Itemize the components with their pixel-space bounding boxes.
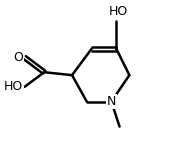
Text: N: N [107, 95, 116, 108]
Text: HO: HO [108, 5, 128, 18]
Text: HO: HO [4, 80, 23, 93]
Text: O: O [13, 51, 23, 64]
